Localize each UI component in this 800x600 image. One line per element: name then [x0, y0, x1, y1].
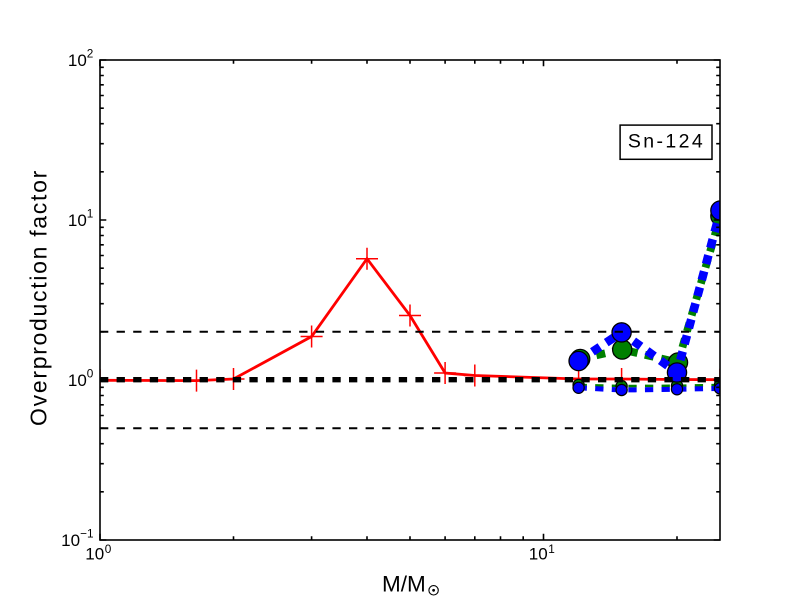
- svg-text:2: 2: [87, 47, 94, 61]
- svg-text:−1: −1: [80, 527, 93, 541]
- svg-text:Sn-124: Sn-124: [628, 130, 705, 152]
- svg-text:0: 0: [87, 367, 94, 381]
- svg-text:Overproduction factor: Overproduction factor: [26, 169, 52, 426]
- svg-text:10: 10: [61, 531, 80, 550]
- svg-text:10: 10: [529, 545, 548, 564]
- svg-text:0: 0: [105, 542, 112, 556]
- svg-text:10: 10: [85, 545, 104, 564]
- svg-text:10: 10: [68, 51, 87, 70]
- svg-text:10: 10: [68, 211, 87, 230]
- svg-text:1: 1: [548, 542, 555, 556]
- svg-text:10: 10: [68, 371, 87, 390]
- svg-text:M/M: M/M: [382, 572, 426, 597]
- svg-text:1: 1: [87, 207, 94, 221]
